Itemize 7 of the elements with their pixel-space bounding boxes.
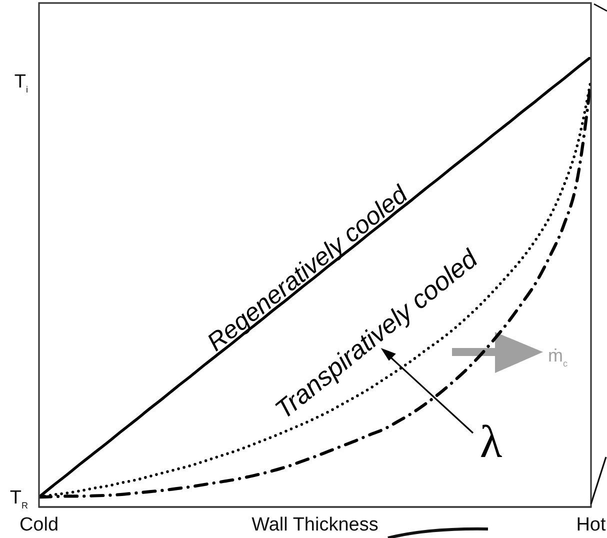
annotation: ṁ$_{c}$	[548, 345, 568, 368]
x-axis-title: Wall Thickness	[252, 514, 378, 536]
text: T$_{i}$	[14, 72, 28, 95]
annotation: λ	[480, 416, 503, 468]
x-tick-label: Hot	[576, 514, 606, 536]
x-tick-label: Cold	[19, 514, 59, 536]
text: T$_{R}$	[10, 488, 28, 511]
